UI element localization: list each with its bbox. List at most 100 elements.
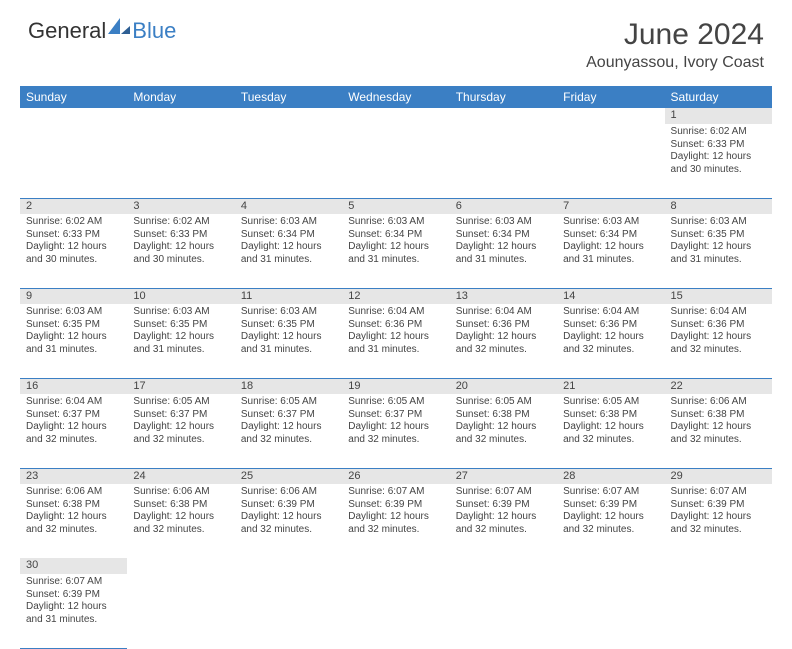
daylight-line: and 30 minutes.	[26, 254, 121, 267]
day-header: Friday	[557, 86, 664, 108]
sunrise-line: Sunrise: 6:02 AM	[671, 126, 766, 139]
day-content-cell: Sunrise: 6:03 AMSunset: 6:35 PMDaylight:…	[20, 304, 127, 378]
daylight-line: and 32 minutes.	[26, 524, 121, 537]
day-content-cell: Sunrise: 6:03 AMSunset: 6:34 PMDaylight:…	[235, 214, 342, 288]
day-number-cell: 28	[557, 468, 664, 484]
day-content-cell	[235, 574, 342, 648]
daylight-line: Daylight: 12 hours	[241, 421, 336, 434]
sunrise-line: Sunrise: 6:04 AM	[671, 306, 766, 319]
sunrise-line: Sunrise: 6:03 AM	[133, 306, 228, 319]
day-content-cell: Sunrise: 6:04 AMSunset: 6:36 PMDaylight:…	[557, 304, 664, 378]
daylight-line: and 31 minutes.	[26, 614, 121, 627]
daylight-line: Daylight: 12 hours	[26, 421, 121, 434]
day-content-cell	[450, 574, 557, 648]
day-content-cell: Sunrise: 6:02 AMSunset: 6:33 PMDaylight:…	[20, 214, 127, 288]
day-content-cell	[127, 574, 234, 648]
day-content-cell: Sunrise: 6:02 AMSunset: 6:33 PMDaylight:…	[665, 124, 772, 198]
day-content-cell: Sunrise: 6:07 AMSunset: 6:39 PMDaylight:…	[20, 574, 127, 648]
daynum-row: 23242526272829	[20, 468, 772, 484]
content-row: Sunrise: 6:06 AMSunset: 6:38 PMDaylight:…	[20, 484, 772, 558]
sunset-line: Sunset: 6:33 PM	[133, 229, 228, 242]
sunset-line: Sunset: 6:37 PM	[26, 409, 121, 422]
daylight-line: Daylight: 12 hours	[563, 511, 658, 524]
sunset-line: Sunset: 6:37 PM	[241, 409, 336, 422]
sunrise-line: Sunrise: 6:02 AM	[133, 216, 228, 229]
sunrise-line: Sunrise: 6:05 AM	[133, 396, 228, 409]
sunrise-line: Sunrise: 6:06 AM	[241, 486, 336, 499]
daylight-line: Daylight: 12 hours	[26, 241, 121, 254]
daynum-row: 2345678	[20, 198, 772, 214]
sunset-line: Sunset: 6:33 PM	[26, 229, 121, 242]
daylight-line: Daylight: 12 hours	[348, 511, 443, 524]
sunset-line: Sunset: 6:39 PM	[348, 499, 443, 512]
day-header: Tuesday	[235, 86, 342, 108]
day-number-cell	[557, 108, 664, 124]
day-content-cell: Sunrise: 6:04 AMSunset: 6:36 PMDaylight:…	[342, 304, 449, 378]
sunset-line: Sunset: 6:35 PM	[241, 319, 336, 332]
sunset-line: Sunset: 6:35 PM	[26, 319, 121, 332]
sunrise-line: Sunrise: 6:04 AM	[563, 306, 658, 319]
daylight-line: Daylight: 12 hours	[456, 421, 551, 434]
daylight-line: Daylight: 12 hours	[671, 151, 766, 164]
day-content-cell: Sunrise: 6:03 AMSunset: 6:34 PMDaylight:…	[450, 214, 557, 288]
day-number-cell: 20	[450, 378, 557, 394]
sunset-line: Sunset: 6:36 PM	[456, 319, 551, 332]
day-number-cell: 29	[665, 468, 772, 484]
month-title: June 2024	[586, 18, 764, 52]
day-number-cell: 17	[127, 378, 234, 394]
daylight-line: and 32 minutes.	[26, 434, 121, 447]
daylight-line: Daylight: 12 hours	[133, 241, 228, 254]
day-number-cell: 14	[557, 288, 664, 304]
day-number-cell: 10	[127, 288, 234, 304]
day-header-row: Sunday Monday Tuesday Wednesday Thursday…	[20, 86, 772, 108]
sunset-line: Sunset: 6:35 PM	[133, 319, 228, 332]
daylight-line: and 31 minutes.	[241, 254, 336, 267]
sunset-line: Sunset: 6:38 PM	[563, 409, 658, 422]
sunrise-line: Sunrise: 6:05 AM	[563, 396, 658, 409]
sunrise-line: Sunrise: 6:07 AM	[26, 576, 121, 589]
day-content-cell: Sunrise: 6:03 AMSunset: 6:35 PMDaylight:…	[665, 214, 772, 288]
daylight-line: and 32 minutes.	[348, 524, 443, 537]
sunrise-line: Sunrise: 6:04 AM	[26, 396, 121, 409]
day-number-cell: 2	[20, 198, 127, 214]
day-number-cell: 24	[127, 468, 234, 484]
daylight-line: and 31 minutes.	[241, 344, 336, 357]
day-number-cell: 26	[342, 468, 449, 484]
daylight-line: Daylight: 12 hours	[456, 511, 551, 524]
sunrise-line: Sunrise: 6:04 AM	[456, 306, 551, 319]
day-number-cell: 1	[665, 108, 772, 124]
sunrise-line: Sunrise: 6:05 AM	[456, 396, 551, 409]
daylight-line: and 32 minutes.	[563, 524, 658, 537]
day-content-cell: Sunrise: 6:03 AMSunset: 6:35 PMDaylight:…	[235, 304, 342, 378]
day-content-cell	[557, 124, 664, 198]
day-content-cell: Sunrise: 6:03 AMSunset: 6:34 PMDaylight:…	[342, 214, 449, 288]
day-content-cell	[342, 124, 449, 198]
sunset-line: Sunset: 6:34 PM	[241, 229, 336, 242]
calendar-table: Sunday Monday Tuesday Wednesday Thursday…	[20, 86, 772, 649]
day-number-cell	[450, 108, 557, 124]
daylight-line: Daylight: 12 hours	[133, 331, 228, 344]
sunset-line: Sunset: 6:37 PM	[133, 409, 228, 422]
day-header: Sunday	[20, 86, 127, 108]
sunset-line: Sunset: 6:39 PM	[456, 499, 551, 512]
daylight-line: and 31 minutes.	[348, 344, 443, 357]
day-content-cell: Sunrise: 6:05 AMSunset: 6:37 PMDaylight:…	[127, 394, 234, 468]
daylight-line: and 31 minutes.	[456, 254, 551, 267]
daylight-line: and 31 minutes.	[26, 344, 121, 357]
daylight-line: and 32 minutes.	[241, 524, 336, 537]
sunset-line: Sunset: 6:34 PM	[348, 229, 443, 242]
day-content-cell: Sunrise: 6:05 AMSunset: 6:37 PMDaylight:…	[235, 394, 342, 468]
sunrise-line: Sunrise: 6:07 AM	[348, 486, 443, 499]
sunset-line: Sunset: 6:36 PM	[671, 319, 766, 332]
daylight-line: Daylight: 12 hours	[348, 241, 443, 254]
daynum-row: 16171819202122	[20, 378, 772, 394]
day-header: Thursday	[450, 86, 557, 108]
sunrise-line: Sunrise: 6:03 AM	[456, 216, 551, 229]
sunrise-line: Sunrise: 6:06 AM	[26, 486, 121, 499]
day-number-cell	[342, 108, 449, 124]
sail-icon	[108, 18, 130, 36]
content-row: Sunrise: 6:04 AMSunset: 6:37 PMDaylight:…	[20, 394, 772, 468]
day-number-cell: 8	[665, 198, 772, 214]
day-content-cell: Sunrise: 6:05 AMSunset: 6:38 PMDaylight:…	[557, 394, 664, 468]
day-number-cell	[665, 558, 772, 574]
